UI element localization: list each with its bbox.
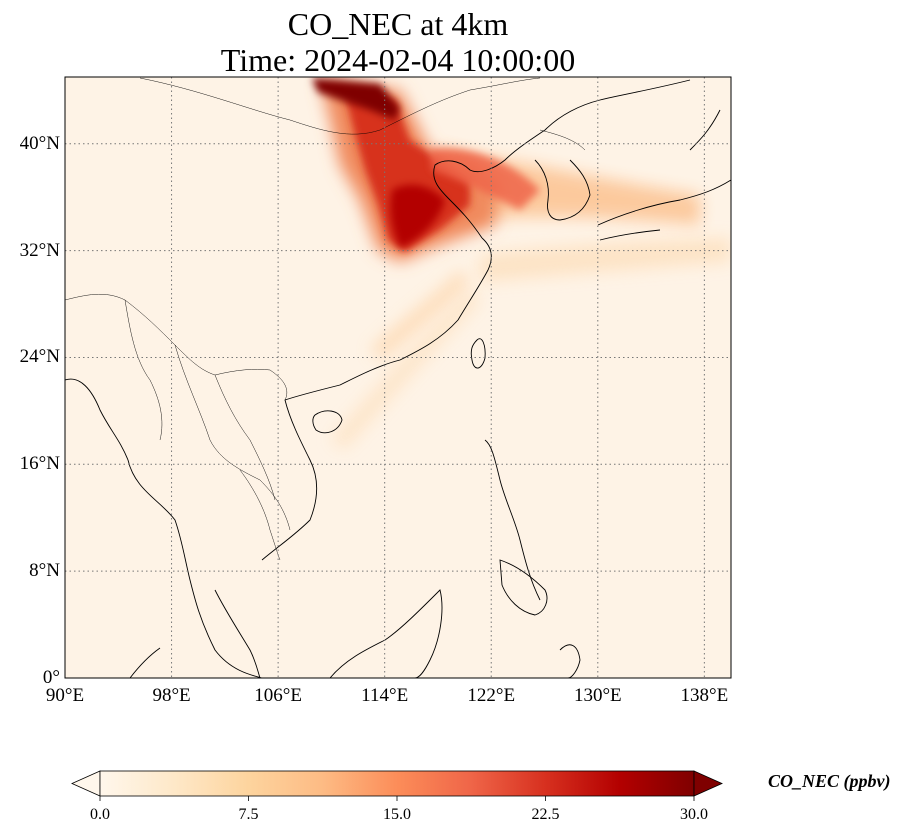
colorbar-label: CO_NEC (ppbv) — [768, 771, 891, 791]
map-frame — [64, 76, 732, 679]
lat-tick-8: 8°N — [29, 560, 60, 582]
lon-tick-90: 90°E — [45, 685, 85, 706]
pacific-streak — [480, 238, 731, 282]
lon-tick-98: 98°E — [152, 685, 191, 706]
lat-tick-24: 24°N — [19, 346, 60, 368]
plume-hotspot-south — [390, 184, 445, 248]
colorbar-extend-high — [693, 770, 723, 797]
lon-tick-106: 106°E — [254, 685, 302, 706]
lat-tick-0: 0° — [42, 667, 60, 688]
map-title-line1: CO_NEC at 4km — [287, 6, 509, 42]
co-concentration-field — [312, 78, 731, 450]
colorbar-extend-low — [71, 770, 101, 797]
plume-edge-east — [430, 149, 540, 210]
gridlines — [65, 77, 731, 678]
country-borders — [65, 77, 586, 561]
colorbar-tick-2: 15.0 — [383, 806, 411, 823]
coastal-band — [370, 270, 470, 360]
lon-tick-114: 114°E — [361, 685, 409, 706]
plume-hotspot-north — [312, 78, 400, 120]
lat-tick-32: 32°N — [19, 239, 60, 261]
colorbar-tick-4: 30.0 — [680, 806, 708, 823]
southwest-streak — [330, 290, 482, 450]
colorbar-gradient — [99, 770, 695, 797]
lat-tick-16: 16°N — [19, 453, 60, 475]
colorbar-tick-3: 22.5 — [531, 806, 560, 823]
colorbar-tick-marks — [99, 796, 695, 801]
lat-tick-40: 40°N — [19, 132, 60, 154]
lon-tick-130: 130°E — [573, 685, 622, 706]
map-title-line2: Time: 2024-02-04 10:00:00 — [220, 42, 576, 78]
lon-tick-138: 138°E — [680, 685, 729, 706]
colorbar-tick-0: 0.0 — [90, 806, 110, 823]
coastlines — [65, 79, 731, 678]
colorbar-tick-1: 7.5 — [238, 806, 259, 823]
lon-tick-122: 122°E — [467, 685, 516, 706]
